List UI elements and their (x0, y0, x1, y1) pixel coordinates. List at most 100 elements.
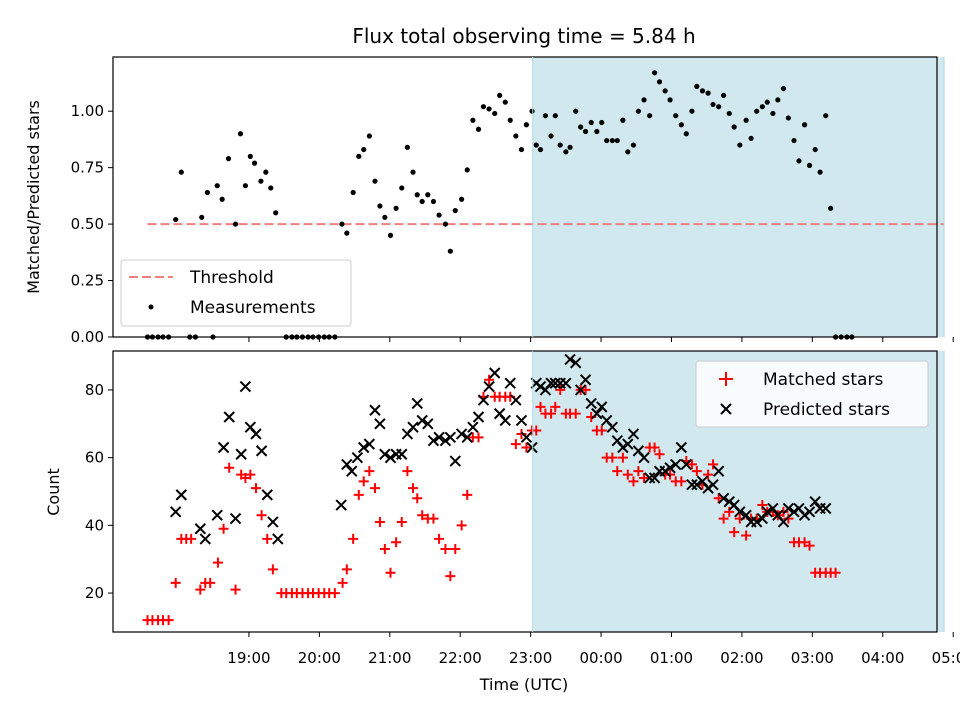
predicted-star-point (351, 451, 364, 464)
y-tick-label: 0.25 (71, 272, 104, 290)
predicted-star-point (756, 512, 769, 525)
measurement-point (705, 90, 711, 96)
matched-star-point (341, 564, 352, 575)
measurement-point (242, 183, 249, 189)
measurement-point (361, 146, 367, 153)
predicted-star-point (515, 414, 528, 427)
predicted-star-point (229, 512, 242, 525)
measurement-point (377, 203, 383, 209)
matched-star-point (741, 530, 752, 541)
matched-star-point (245, 469, 256, 480)
top-legend: Threshold Measurements (120, 259, 352, 327)
measurement-point (268, 185, 274, 191)
matched-star-point (353, 489, 364, 500)
predicted-star-point (798, 509, 811, 521)
predicted-star-point (444, 431, 457, 444)
measurement-point (204, 189, 210, 196)
legend-predicted-label: Predicted stars (763, 400, 890, 420)
x-tick-label: 05:00 (932, 649, 960, 667)
predicted-star-point (648, 472, 661, 484)
predicted-star-point (261, 489, 273, 501)
predicted-star-point (175, 489, 188, 501)
predicted-star-point (416, 414, 428, 427)
matched-star-point (412, 493, 423, 504)
top-legend-box (120, 259, 352, 327)
predicted-star-point (267, 516, 279, 528)
measurement-point (459, 196, 465, 202)
measurement-point (372, 178, 378, 184)
measurement-point (480, 104, 487, 110)
matched-star-point (830, 567, 841, 578)
matched-star-point (654, 449, 665, 460)
predicted-star-point (617, 441, 629, 454)
predicted-star-point (675, 441, 688, 454)
predicted-star-point (379, 448, 391, 460)
top-panel: 0.00 0.25 0.50 0.75 1.00 Matched/Predicted s… (24, 56, 954, 346)
measurement-point (694, 83, 700, 89)
matched-star-point (617, 452, 628, 463)
measurement-point (425, 192, 431, 198)
measurement-point (780, 86, 787, 92)
bottom-legend: Matched stars Predicted stars (695, 360, 929, 428)
measurement-point (502, 99, 508, 105)
matched-star-point (550, 401, 561, 412)
matched-star-point (205, 577, 216, 588)
predicted-star-point (250, 428, 262, 440)
measurement-point (594, 128, 600, 135)
measurement-point (350, 189, 356, 196)
measurement-point (232, 221, 239, 227)
matched-star-point (703, 469, 714, 480)
measurement-point (823, 113, 829, 119)
observing-window-top (532, 57, 945, 337)
measurement-point (759, 104, 765, 110)
matched-star-point (230, 584, 241, 595)
predicted-star-point (211, 509, 223, 521)
measurements-series (144, 70, 855, 340)
matched-star-point (218, 523, 229, 534)
measurement-point (667, 97, 673, 103)
predicted-star-point (545, 377, 557, 389)
predicted-star-point (439, 435, 452, 447)
measurement-point (393, 205, 399, 211)
predicted-star-point (374, 418, 386, 430)
predicted-star-point (734, 506, 746, 518)
measurement-point (533, 142, 539, 148)
measurement-point (743, 117, 749, 123)
predicted-star-point (461, 431, 473, 444)
matched-star-point (364, 466, 375, 477)
measurement-point (492, 110, 498, 117)
predicted-star-point (384, 451, 397, 464)
measurement-point (430, 198, 437, 205)
measurement-point (710, 101, 716, 108)
measurement-point (785, 115, 791, 121)
measurement-point (542, 113, 549, 119)
legend-matched-label: Matched stars (763, 370, 883, 390)
predicted-star-point (255, 445, 268, 457)
matched-star-point (622, 469, 633, 480)
matched-star-point (417, 510, 428, 521)
matched-star-point (516, 428, 527, 439)
predicted-star-point (680, 458, 692, 471)
matched-star-point (686, 459, 697, 470)
measurement-point (828, 205, 834, 211)
predicted-star-point (750, 516, 763, 528)
measurement-point (806, 162, 813, 168)
matched-star-point (170, 577, 181, 588)
matched-star-point (348, 533, 359, 544)
measurement-point (219, 196, 225, 202)
y-tick-label: 0.00 (71, 328, 104, 346)
predicted-star-point (504, 377, 516, 389)
x-tick-label: 22:00 (439, 649, 482, 667)
x-tick-label: 19:00 (227, 649, 270, 667)
x-tick-label: 04:00 (861, 649, 904, 667)
predicted-star-point (809, 495, 821, 508)
measurement-point (582, 128, 589, 135)
measurement-point (647, 113, 653, 119)
measurement-point (537, 146, 544, 153)
legend-predicted-swatch (720, 403, 732, 415)
matched-star-point (391, 537, 402, 548)
x-tick-label: 01:00 (650, 649, 693, 667)
measurement-point (523, 122, 530, 128)
predicted-star-point (606, 421, 619, 433)
predicted-star-point (702, 482, 714, 494)
